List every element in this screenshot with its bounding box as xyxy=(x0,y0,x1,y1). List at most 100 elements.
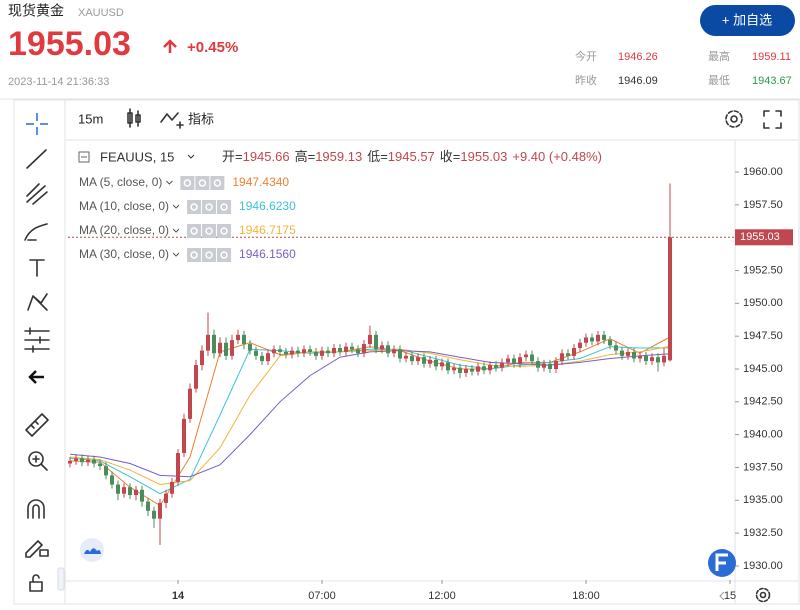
pattern-tool[interactable] xyxy=(27,293,48,311)
collapse-button[interactable] xyxy=(78,151,90,163)
candle-body xyxy=(434,359,439,367)
candle-body xyxy=(656,357,661,363)
chart-frame xyxy=(13,99,800,605)
candle-body xyxy=(235,334,240,341)
ma-line xyxy=(69,350,671,478)
lock-drawings-tool[interactable] xyxy=(25,540,49,558)
ma-action-button[interactable] xyxy=(187,224,202,238)
add-watchlist-button[interactable] xyxy=(700,5,795,36)
candle-body xyxy=(494,365,499,368)
settings-button[interactable] xyxy=(725,110,743,128)
interval-button[interactable]: 15m xyxy=(78,111,103,126)
candle-body xyxy=(500,362,505,368)
y-tick-label: 1932.50 xyxy=(743,527,783,539)
indicator-icon[interactable] xyxy=(160,112,184,129)
candle-body xyxy=(289,350,294,355)
ma-action-button[interactable] xyxy=(210,176,225,190)
ma-action-button[interactable] xyxy=(202,200,217,214)
candle-body xyxy=(97,463,102,467)
candle-body xyxy=(379,345,384,350)
chart-type-button[interactable] xyxy=(127,108,141,128)
ohlc-item: 开= xyxy=(222,149,243,164)
candle-body xyxy=(422,357,427,364)
y-tick-label: 1947.50 xyxy=(743,330,783,342)
chevron[interactable] xyxy=(187,154,195,159)
ma-action-button[interactable] xyxy=(187,200,202,214)
ma-action-button[interactable] xyxy=(217,200,232,214)
prediction-tool[interactable] xyxy=(24,327,50,353)
lock-tool[interactable] xyxy=(29,574,43,592)
zoom-tool[interactable] xyxy=(28,451,48,471)
brush-tool[interactable] xyxy=(24,223,48,241)
last-price-label: 1955.03 xyxy=(740,231,780,243)
ma-action-button[interactable] xyxy=(195,176,210,190)
add-watchlist-label[interactable]: + 加自选 xyxy=(722,12,772,27)
ruler-tool[interactable] xyxy=(25,413,49,437)
candle-body xyxy=(253,350,258,356)
ma-action-icon xyxy=(198,179,207,187)
ma-chevron[interactable] xyxy=(166,180,173,185)
line-tool[interactable] xyxy=(26,149,47,169)
candle-body xyxy=(355,349,360,354)
candle-body xyxy=(391,349,396,354)
ma-action-icon xyxy=(190,203,198,211)
candle-body xyxy=(283,351,288,355)
ma-line xyxy=(69,345,671,486)
ma-chevron[interactable] xyxy=(172,228,180,233)
candle-body xyxy=(205,334,210,351)
candle-body xyxy=(145,501,150,511)
candle-body xyxy=(373,334,378,350)
candle-body xyxy=(349,346,354,350)
candle-body xyxy=(458,367,463,373)
y-tick-label: 1937.50 xyxy=(743,461,783,473)
back-tool[interactable] xyxy=(28,370,44,384)
candle-body xyxy=(307,349,312,352)
candle-body xyxy=(662,355,667,363)
stat-label: 今开 xyxy=(575,49,597,63)
pitchfork-tool[interactable] xyxy=(26,183,48,205)
candle-body xyxy=(157,502,162,519)
axis-settings-button[interactable] xyxy=(755,587,771,603)
candle-body xyxy=(115,484,120,494)
candle-body xyxy=(85,459,90,463)
candle-body xyxy=(271,349,276,354)
ma-action-button[interactable] xyxy=(187,248,202,262)
candle-body xyxy=(620,350,625,356)
candle-body xyxy=(452,367,457,371)
candle-body xyxy=(133,489,138,496)
last-price-box xyxy=(735,229,793,246)
instrument-name: 现货黄金 xyxy=(8,3,64,19)
ohlc-item: 低= xyxy=(367,149,388,164)
toolbar-toggle[interactable] xyxy=(57,567,65,591)
text-tool[interactable] xyxy=(29,259,45,277)
ma-action-button[interactable] xyxy=(202,248,217,262)
ma-action-button[interactable] xyxy=(217,224,232,238)
ma-chevron[interactable] xyxy=(172,252,180,257)
y-tick-label: 1935.00 xyxy=(743,494,783,506)
crosshair-tool[interactable] xyxy=(26,113,48,135)
candle-body xyxy=(488,365,493,371)
stat-value: 1946.09 xyxy=(618,75,658,87)
candle-body xyxy=(476,366,481,372)
ma-action-button[interactable] xyxy=(202,224,217,238)
scroll-button[interactable] xyxy=(719,591,725,601)
y-tick-label: 1942.50 xyxy=(743,396,783,408)
ma-action-button[interactable] xyxy=(180,176,195,190)
ma-value: 1946.7175 xyxy=(239,223,296,237)
ma-action-icon xyxy=(220,203,228,211)
ma-chevron[interactable] xyxy=(172,204,180,209)
x-tick-label: 12:00 xyxy=(428,590,456,602)
candle-body xyxy=(241,334,246,345)
ma-name: MA (10, close, 0) xyxy=(79,199,169,213)
magnet-tool[interactable] xyxy=(27,499,45,519)
candle-body xyxy=(596,334,601,342)
ohlc-item: 1945.66 xyxy=(243,149,290,164)
logo xyxy=(80,538,104,562)
candle-body xyxy=(614,345,619,351)
candle-body xyxy=(446,362,451,371)
plot xyxy=(67,171,739,584)
fullscreen-button[interactable] xyxy=(763,110,782,129)
ma-action-button[interactable] xyxy=(217,248,232,262)
candle-body xyxy=(163,493,168,503)
indicators-button[interactable]: 指标 xyxy=(188,111,214,126)
